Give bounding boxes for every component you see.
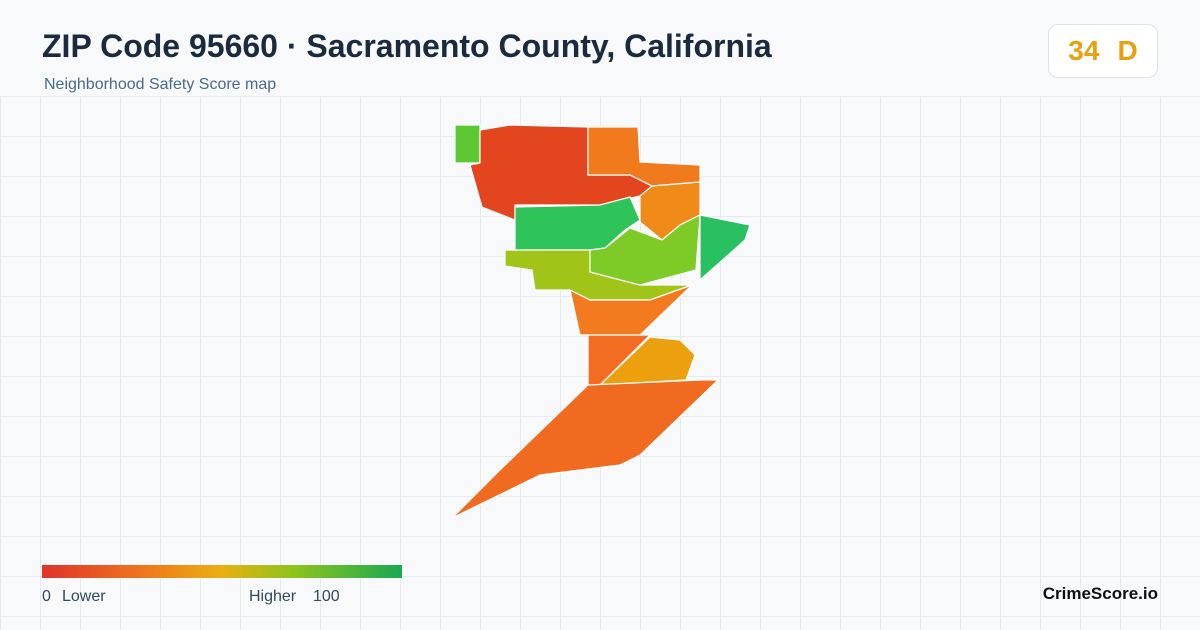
score-value: 34	[1068, 35, 1100, 66]
region	[699, 214, 751, 282]
legend-max: 100	[313, 588, 340, 605]
score-badge: 34 D	[1048, 24, 1158, 78]
title: ZIP Code 95660 · Sacramento County, Cali…	[42, 28, 772, 64]
legend-max-label: Higher	[249, 588, 297, 605]
score-grade: D	[1117, 35, 1138, 66]
legend-min-label: Lower	[62, 588, 106, 605]
brand: CrimeScore.io	[1042, 584, 1158, 603]
region	[451, 379, 720, 519]
subtitle: Neighborhood Safety Score map	[44, 76, 277, 93]
region	[569, 284, 693, 336]
legend-min: 0	[42, 588, 51, 605]
legend-gradient	[42, 565, 402, 578]
region	[589, 213, 701, 286]
region	[454, 124, 481, 164]
